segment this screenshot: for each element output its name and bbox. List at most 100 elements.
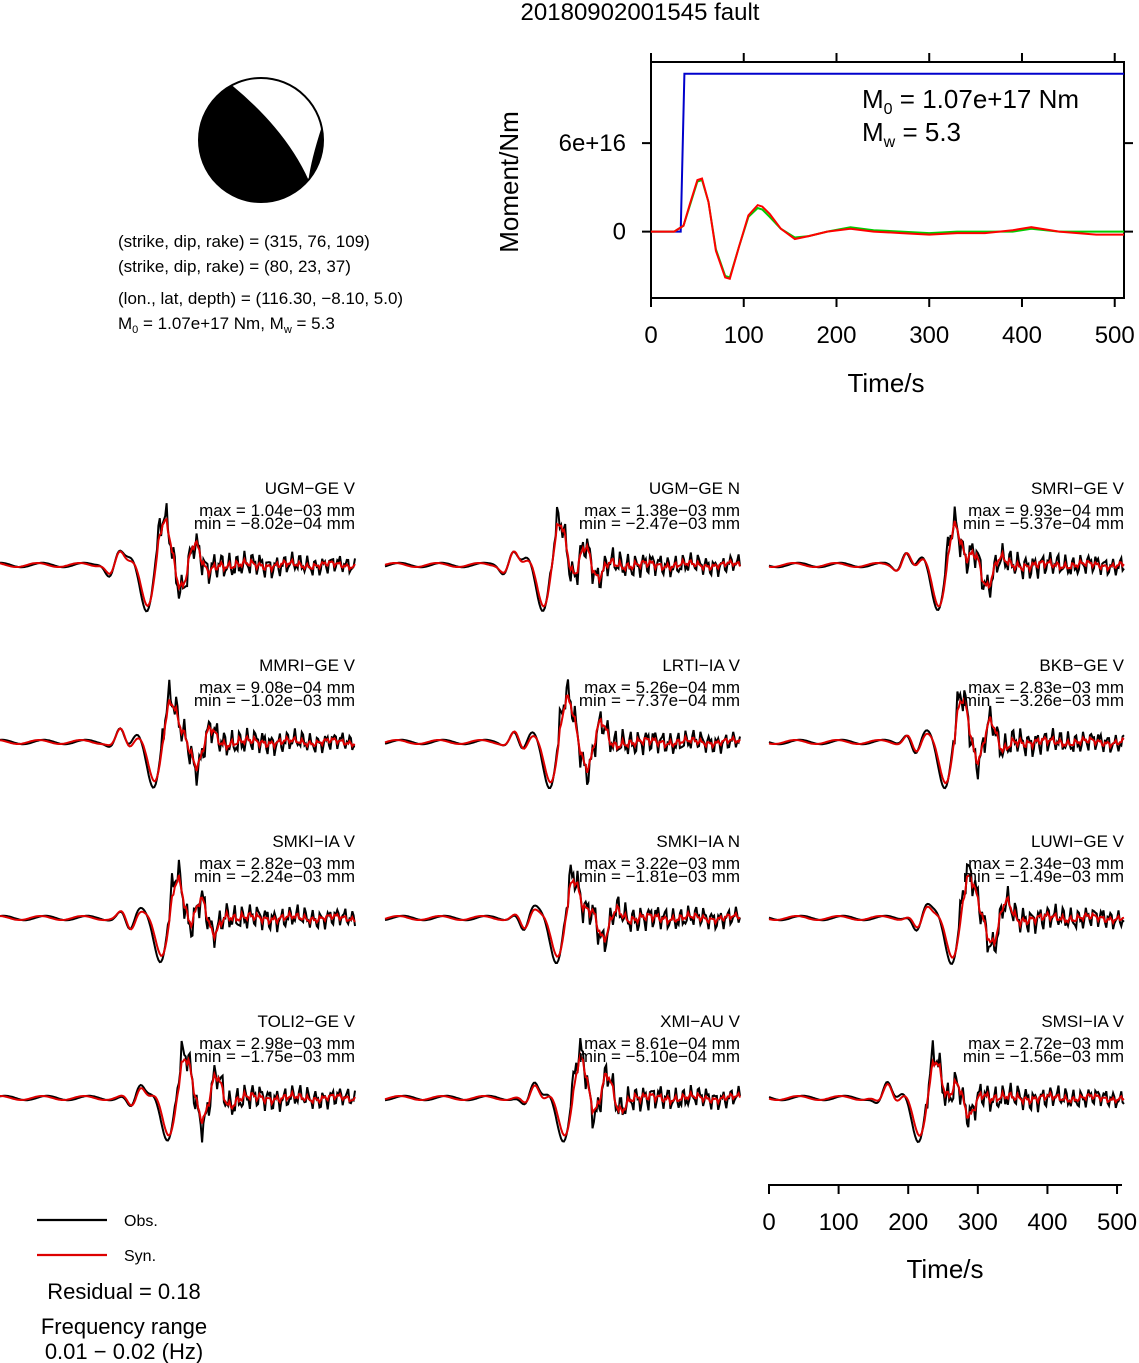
- moment-x-tick-label: 200: [816, 322, 856, 349]
- moment-series-line-2: [651, 177, 1124, 281]
- station-max: max = 9.93e−04 mm: [968, 501, 1124, 520]
- moment-series-line-1: [651, 178, 1124, 279]
- moment-plot-frame: [650, 61, 1125, 299]
- waveform-x-tick-label: 100: [819, 1209, 859, 1236]
- moment-annotation-mw: Mw = 5.3: [862, 117, 961, 151]
- station-name: LRTI−IA V: [662, 656, 740, 675]
- observed-waveform: [768, 690, 1125, 790]
- station-min: min = −1.49e−03 mm: [963, 867, 1124, 886]
- mechanism-line-3: (lon., lat, depth) = (116.30, −8.10, 5.0…: [118, 289, 403, 308]
- station-max: max = 9.08e−04 mm: [199, 678, 355, 697]
- moment-x-tick-label: 500: [1095, 322, 1135, 349]
- station-min: min = −8.02e−04 mm: [194, 514, 355, 533]
- legend-obs-label: Obs.: [124, 1213, 158, 1230]
- station-min: min = −3.26e−03 mm: [963, 691, 1124, 710]
- waveform-x-tick-label: 0: [762, 1209, 775, 1236]
- synthetic-waveform: [0, 699, 356, 783]
- residual-text: Residual = 0.18: [47, 1279, 201, 1304]
- synthetic-waveform: [0, 874, 356, 957]
- synthetic-waveform: [768, 1057, 1125, 1137]
- station-min: min = −1.56e−03 mm: [963, 1047, 1124, 1066]
- station-max: max = 2.98e−03 mm: [199, 1034, 355, 1053]
- station-name: UGM−GE N: [649, 479, 740, 498]
- focal-mechanism-beachball: [198, 77, 324, 203]
- station-min: min = −2.47e−03 mm: [579, 514, 740, 533]
- station-name: BKB−GE V: [1039, 656, 1124, 675]
- station-name: SMRI−GE V: [1031, 479, 1125, 498]
- station-max: max = 1.38e−03 mm: [584, 501, 740, 520]
- station-name: TOLI2−GE V: [258, 1012, 356, 1031]
- station-max: max = 2.83e−03 mm: [968, 678, 1124, 697]
- moment-x-ticks: 0 100 200 300 400 500: [644, 53, 1135, 349]
- observed-waveform: [768, 506, 1125, 611]
- synthetic-waveform: [384, 694, 741, 784]
- moment-x-axis-label: Time/s: [847, 368, 924, 398]
- waveform-x-axis-label: Time/s: [906, 1254, 983, 1284]
- synthetic-waveform: [384, 1051, 741, 1137]
- moment-series-group: [651, 72, 1124, 281]
- station-name: LUWI−GE V: [1031, 832, 1125, 851]
- station-name: SMSI−IA V: [1041, 1012, 1124, 1031]
- station-name: MMRI−GE V: [259, 656, 356, 675]
- moment-plot: 0 100 200 300 400 500 0 6e+16 Time/s Moment/Nm…: [494, 53, 1135, 398]
- station-max: max = 2.34e−03 mm: [968, 854, 1124, 873]
- synthetic-waveform: [0, 517, 356, 608]
- moment-x-tick-label: 0: [644, 322, 657, 349]
- moment-x-tick-label: 400: [1002, 322, 1042, 349]
- mechanism-line-1: (strike, dip, rake) = (315, 76, 109): [118, 232, 370, 251]
- legend: Obs. Syn.: [37, 1213, 158, 1265]
- waveform-x-tick-label: 300: [958, 1209, 998, 1236]
- beachball-compressional-sliver: [308, 127, 323, 180]
- waveform-time-axis: Time/s 0 100 200 300 400 500: [762, 1184, 1137, 1284]
- observed-waveform: [384, 506, 741, 612]
- synthetic-waveform: [384, 522, 741, 608]
- moment-y-tick-label: 0: [613, 219, 626, 246]
- station-max: max = 1.04e−03 mm: [199, 501, 355, 520]
- station-name: UGM−GE V: [265, 479, 356, 498]
- figure-title: 20180902001545 fault: [521, 0, 760, 26]
- synthetic-waveform: [0, 1056, 356, 1137]
- station-min: min = −1.02e−03 mm: [194, 691, 355, 710]
- station-min: min = −7.37e−04 mm: [579, 691, 740, 710]
- synthetic-waveform: [768, 697, 1125, 785]
- frequency-label: Frequency range: [41, 1314, 207, 1339]
- moment-y-tick-label: 6e+16: [559, 130, 626, 157]
- station-min: min = −1.81e−03 mm: [579, 867, 740, 886]
- moment-y-axis-label: Moment/Nm: [494, 111, 524, 253]
- synthetic-waveform: [384, 877, 741, 958]
- synthetic-waveform: [768, 872, 1125, 959]
- station-max: max = 2.72e−03 mm: [968, 1034, 1124, 1053]
- station-max: max = 5.26e−04 mm: [584, 678, 740, 697]
- waveform-x-tick-label: 200: [888, 1209, 928, 1236]
- mechanism-line-2: (strike, dip, rake) = (80, 23, 37): [118, 257, 351, 276]
- legend-syn-label: Syn.: [124, 1248, 156, 1265]
- moment-x-tick-label: 300: [909, 322, 949, 349]
- station-max: max = 2.82e−03 mm: [199, 854, 355, 873]
- station-name: SMKI−IA N: [656, 832, 740, 851]
- station-max: max = 3.22e−03 mm: [584, 854, 740, 873]
- station-max: max = 8.61e−04 mm: [584, 1034, 740, 1053]
- synthetic-waveform: [768, 520, 1125, 608]
- moment-x-tick-label: 100: [724, 322, 764, 349]
- station-name: SMKI−IA V: [272, 832, 355, 851]
- frequency-value: 0.01 − 0.02 (Hz): [45, 1339, 203, 1363]
- moment-y-ticks: 0 6e+16: [559, 130, 1133, 246]
- waveform-x-tick-label: 400: [1027, 1209, 1067, 1236]
- mechanism-moment: M0 = 1.07e+17 Nm, Mw = 5.3: [118, 314, 335, 336]
- moment-annotation-m0: M0 = 1.07e+17 Nm: [862, 84, 1079, 118]
- observed-waveform: [0, 1040, 356, 1143]
- beachball-compressional-quadrant: [198, 85, 309, 203]
